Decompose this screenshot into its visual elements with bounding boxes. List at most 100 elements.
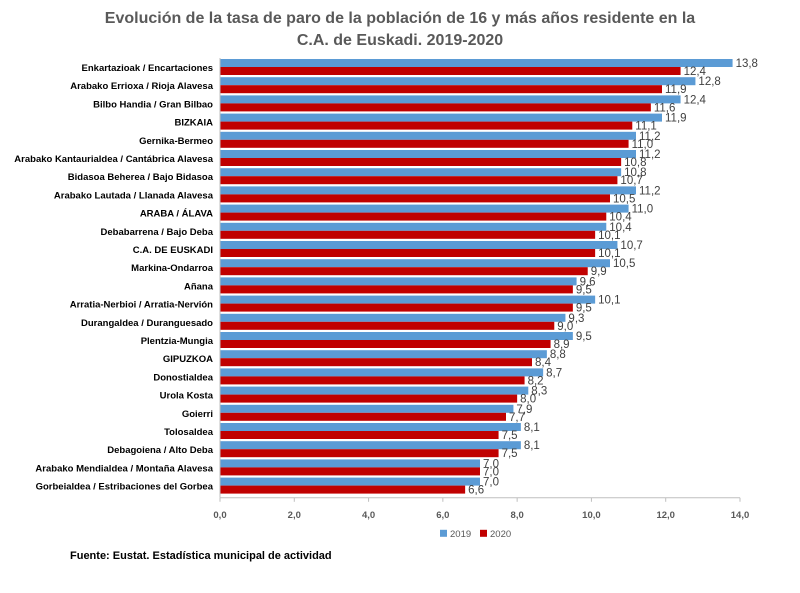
bar-2019 [220,350,547,359]
category-label: Arratia-Nerbioi / Arratia-Nervión [70,300,213,311]
data-label-2020: 9,5 [576,303,592,315]
x-tick-label: 0,0 [213,510,226,521]
bar-2020 [220,412,506,421]
legend-swatch-2020 [480,529,487,537]
data-label-2019: 8,1 [524,422,540,434]
bar-2019 [220,477,480,486]
bar-2019 [220,277,577,286]
data-label-2020: 11,0 [632,139,654,151]
bar-2020 [220,176,618,185]
source-note: Fuente: Eustat. Estadística municipal de… [70,550,332,562]
category-label: Debagoiena / Alto Deba [107,445,213,456]
data-label-2020: 10,7 [620,175,642,187]
x-tick-label: 14,0 [731,510,750,521]
category-label: Gernika-Bermeo [139,136,213,147]
bar-2020 [220,249,596,257]
data-label-2020: 8,4 [535,357,552,369]
bar-2020 [220,485,466,494]
bar-2020 [220,67,681,75]
bar-2020 [220,376,525,385]
data-label-2019: 7,0 [483,477,499,489]
bar-2019 [220,404,514,413]
bar-2020 [220,358,532,367]
bar-2020 [220,139,629,148]
data-label-2019: 12,4 [684,94,707,106]
data-label-2020: 8,9 [554,339,570,351]
data-label-2020: 6,6 [468,485,484,497]
bar-2019 [220,423,521,431]
x-tick-label: 10,0 [582,510,601,521]
data-label-2019: 12,8 [698,76,720,88]
data-label-2019: 8,7 [546,367,562,379]
legend-label-2019: 2019 [450,529,471,540]
category-label: Tolosaldea [164,427,214,438]
bar-2019 [220,77,696,86]
bar-2019 [220,186,636,195]
legend-label-2020: 2020 [490,529,511,540]
data-label-2019: 9,3 [568,313,584,325]
bar-2020 [220,267,588,276]
category-label: Markina-Ondarroa [131,263,214,274]
category-label: Donostialdea [153,372,213,383]
bar-2019 [220,313,566,322]
bar-2019 [220,368,544,377]
category-label: ARABA / ÁLAVA [140,209,213,220]
data-label-2019: 9,5 [576,331,592,343]
category-label: GIPUZKOA [163,354,213,365]
data-label-2019: 10,1 [598,295,620,307]
bar-2020 [220,212,607,221]
category-label: Enkartazioak / Encartaciones [82,63,213,74]
data-label-2020: 7,0 [483,466,499,478]
category-label: Bidasoa Beherea / Bajo Bidasoa [68,172,214,183]
data-label-2019: 7,0 [483,458,499,470]
data-label-2020: 9,5 [576,284,592,296]
x-tick-label: 4,0 [362,510,375,521]
legend-swatch-2019 [440,529,447,537]
chart-title-line-2: C.A. de Euskadi. 2019-2020 [296,32,504,49]
bar-2019 [220,222,607,231]
data-label-2019: 11,2 [639,131,661,143]
data-label-2020: 7,5 [502,430,518,442]
data-label-2019: 13,8 [736,58,758,70]
data-label-2019: 10,8 [624,167,646,179]
bar-2019 [220,95,681,104]
data-label-2020: 11,6 [654,102,676,114]
data-label-2020: 10,1 [598,230,620,242]
data-label-2019: 10,4 [609,222,632,234]
bar-2019 [220,131,636,140]
category-label: Debabarrena / Bajo Deba [101,227,214,238]
data-label-2019: 8,1 [524,440,540,452]
data-label-2019: 10,7 [620,240,642,252]
x-tick-label: 2,0 [288,510,301,521]
bar-2020 [220,85,662,94]
data-label-2019: 7,9 [516,404,532,416]
data-label-2020: 9,9 [591,266,607,278]
bar-2019 [220,150,636,158]
bar-2020 [220,285,573,294]
category-label: Urola Kosta [160,391,214,402]
category-label: Bilbo Handia / Gran Bilbao [93,99,213,110]
bar-2019 [220,259,610,268]
data-label-2020: 7,5 [502,448,518,460]
data-label-2020: 10,5 [613,193,635,205]
data-label-2020: 8,0 [520,394,536,406]
data-label-2020: 7,7 [509,412,525,424]
bar-2020 [220,394,518,403]
category-label: C.A. DE EUSKADI [133,245,213,256]
bar-2019 [220,168,622,177]
bar-2019 [220,241,618,249]
bar-2019 [220,295,596,304]
bar-2020 [220,158,622,166]
category-label: Arabako Mendialdea / Montaña Alavesa [35,463,213,474]
bar-2020 [220,449,499,458]
data-label-2020: 10,4 [609,212,632,224]
data-label-2020: 10,8 [624,157,646,169]
x-tick-label: 12,0 [656,510,675,521]
data-label-2020: 11,9 [665,84,687,96]
bar-2019 [220,332,573,340]
data-label-2019: 8,8 [550,349,566,361]
x-tick-label: 6,0 [436,510,449,521]
bar-2020 [220,431,499,439]
x-tick-label: 8,0 [511,510,524,521]
bar-2020 [220,194,610,203]
